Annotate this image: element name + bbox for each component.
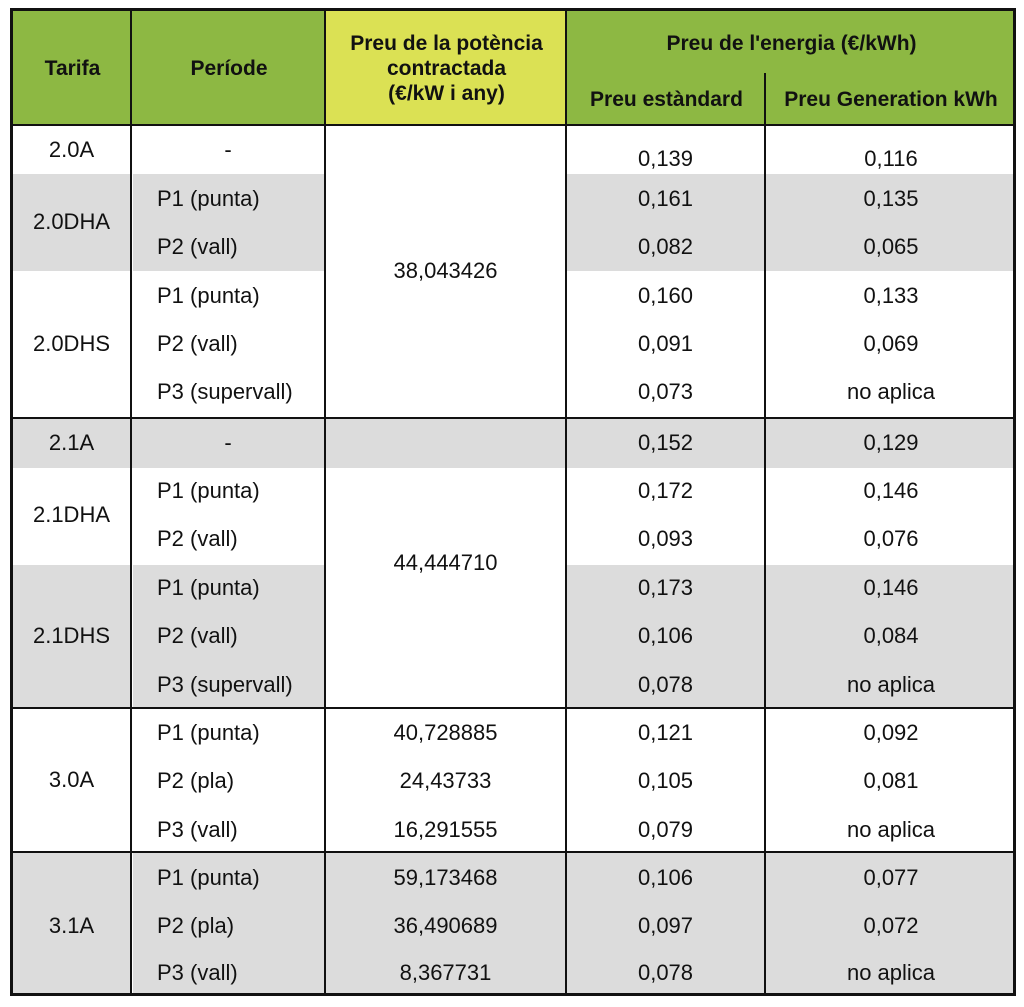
potencia-shared-2-0: 38,043426 xyxy=(393,258,498,283)
estandard-cell: 0,152 xyxy=(637,430,694,455)
potencia-cell: 8,367731 xyxy=(399,960,492,985)
estandard-cell: 0,121 xyxy=(637,720,694,745)
estandard-cell: 0,079 xyxy=(637,817,694,842)
header-potencia-line2: contractada xyxy=(386,57,507,80)
header-divider xyxy=(13,124,1013,126)
potencia-cell: 24,43733 xyxy=(399,768,492,793)
tarifa-name: 2.0A xyxy=(48,137,95,162)
periode-cell: P1 (punta) xyxy=(157,478,260,503)
estandard-cell: 0,105 xyxy=(637,768,694,793)
generation-cell: 0,116 xyxy=(864,146,918,171)
estandard-cell: 0,078 xyxy=(637,960,694,985)
periode-cell: P1 (punta) xyxy=(157,283,260,308)
potencia-shared-2-1: 44,444710 xyxy=(393,550,498,575)
periode-cell: P1 (punta) xyxy=(157,865,260,890)
periode-cell: - xyxy=(224,137,232,162)
periode-cell: P2 (vall) xyxy=(157,331,238,356)
estandard-cell: 0,097 xyxy=(637,913,694,938)
header-periode: Període xyxy=(132,11,326,126)
col-divider-1 xyxy=(130,11,132,993)
estandard-cell: 0,091 xyxy=(637,331,694,356)
generation-cell: 0,077 xyxy=(863,865,919,890)
generation-cell: 0,129 xyxy=(863,430,919,455)
header-potencia-line3: (€/kW i any) xyxy=(388,82,505,105)
col-divider-4 xyxy=(764,73,766,993)
generation-cell: 0,133 xyxy=(863,283,919,308)
periode-cell: P3 (supervall) xyxy=(157,379,293,404)
row-band-2-0dha xyxy=(133,174,1013,271)
estandard-cell: 0,160 xyxy=(637,283,694,308)
group-divider-3 xyxy=(13,851,1013,853)
periode-cell: P3 (vall) xyxy=(157,817,238,842)
potencia-cell: 59,173468 xyxy=(393,865,498,890)
header-estandard: Preu estàndard xyxy=(590,87,743,111)
estandard-cell: 0,093 xyxy=(637,526,694,551)
tarifa-name: 2.1DHS xyxy=(32,623,111,648)
generation-cell: no aplica xyxy=(846,672,936,697)
estandard-cell: 0,161 xyxy=(637,186,694,211)
potencia-cell: 36,490689 xyxy=(393,913,498,938)
estandard-cell: 0,106 xyxy=(637,865,694,890)
periode-cell: P2 (pla) xyxy=(157,913,235,938)
header-potencia-line1: Preu de la potència xyxy=(350,32,543,55)
tarifa-band-2-1dhs xyxy=(13,565,131,708)
generation-cell: 0,069 xyxy=(863,331,919,356)
generation-cell: 0,135 xyxy=(863,186,919,211)
generation-cell: 0,076 xyxy=(863,526,919,551)
periode-cell: P1 (punta) xyxy=(157,186,260,211)
periode-cell: P2 (vall) xyxy=(157,623,238,648)
periode-cell: P3 (supervall) xyxy=(157,672,293,697)
potencia-white-1 xyxy=(326,174,567,271)
generation-cell: 0,146 xyxy=(863,478,919,503)
header-generation: Preu Generation kWh xyxy=(784,87,998,111)
generation-cell: 0,084 xyxy=(863,623,919,648)
tarifa-name: 2.0DHA xyxy=(32,209,111,234)
header-energia: Preu de l'energia (€/kWh) xyxy=(567,11,1013,126)
col-divider-3 xyxy=(565,11,567,993)
generation-cell: no aplica xyxy=(846,379,936,404)
tarifa-band-3-1a xyxy=(13,852,131,993)
generation-cell: 0,081 xyxy=(863,768,919,793)
tarifa-name: 2.1A xyxy=(48,430,95,455)
header-tarifa: Tarifa xyxy=(13,11,132,126)
group-divider-1 xyxy=(13,417,1013,419)
estandard-cell: 0,078 xyxy=(637,672,694,697)
generation-cell: no aplica xyxy=(846,817,936,842)
estandard-cell: 0,082 xyxy=(637,234,694,259)
periode-cell: P1 (punta) xyxy=(157,720,260,745)
estandard-cell: 0,073 xyxy=(637,379,694,404)
tarifa-name: 2.1DHA xyxy=(32,502,111,527)
periode-cell: P3 (vall) xyxy=(157,960,238,985)
periode-cell: P2 (pla) xyxy=(157,768,235,793)
periode-cell: P2 (vall) xyxy=(157,526,238,551)
estandard-cell: 0,173 xyxy=(637,575,694,600)
tarifa-band-2-0dha xyxy=(13,174,131,271)
group-divider-2 xyxy=(13,707,1013,709)
estandard-cell: 0,106 xyxy=(637,623,694,648)
tarifa-name: 2.0DHS xyxy=(32,331,111,356)
estandard-cell: 0,139 xyxy=(637,146,694,171)
row-band-2-1dhs xyxy=(133,565,1013,708)
generation-cell: no aplica xyxy=(846,960,936,985)
potencia-cell: 40,728885 xyxy=(393,720,498,745)
periode-cell: P1 (punta) xyxy=(157,575,260,600)
tariff-table: Tarifa Període Preu de la potència contr… xyxy=(10,8,1016,996)
row-band-3-1a xyxy=(133,852,1013,993)
tarifa-name: 3.1A xyxy=(48,913,95,938)
potencia-white-2 xyxy=(326,565,567,708)
generation-cell: 0,146 xyxy=(863,575,919,600)
periode-cell: P2 (vall) xyxy=(157,234,238,259)
potencia-cell: 16,291555 xyxy=(393,817,498,842)
col-divider-2 xyxy=(324,11,326,993)
generation-cell: 0,065 xyxy=(863,234,919,259)
tarifa-name: 3.0A xyxy=(48,767,95,792)
estandard-cell: 0,172 xyxy=(637,478,694,503)
generation-cell: 0,072 xyxy=(863,913,919,938)
header-potencia: Preu de la potència contractada (€/kW i … xyxy=(326,11,567,126)
row-band-2-1a xyxy=(13,419,1013,468)
periode-cell: - xyxy=(224,430,232,455)
generation-cell: 0,092 xyxy=(863,720,919,745)
